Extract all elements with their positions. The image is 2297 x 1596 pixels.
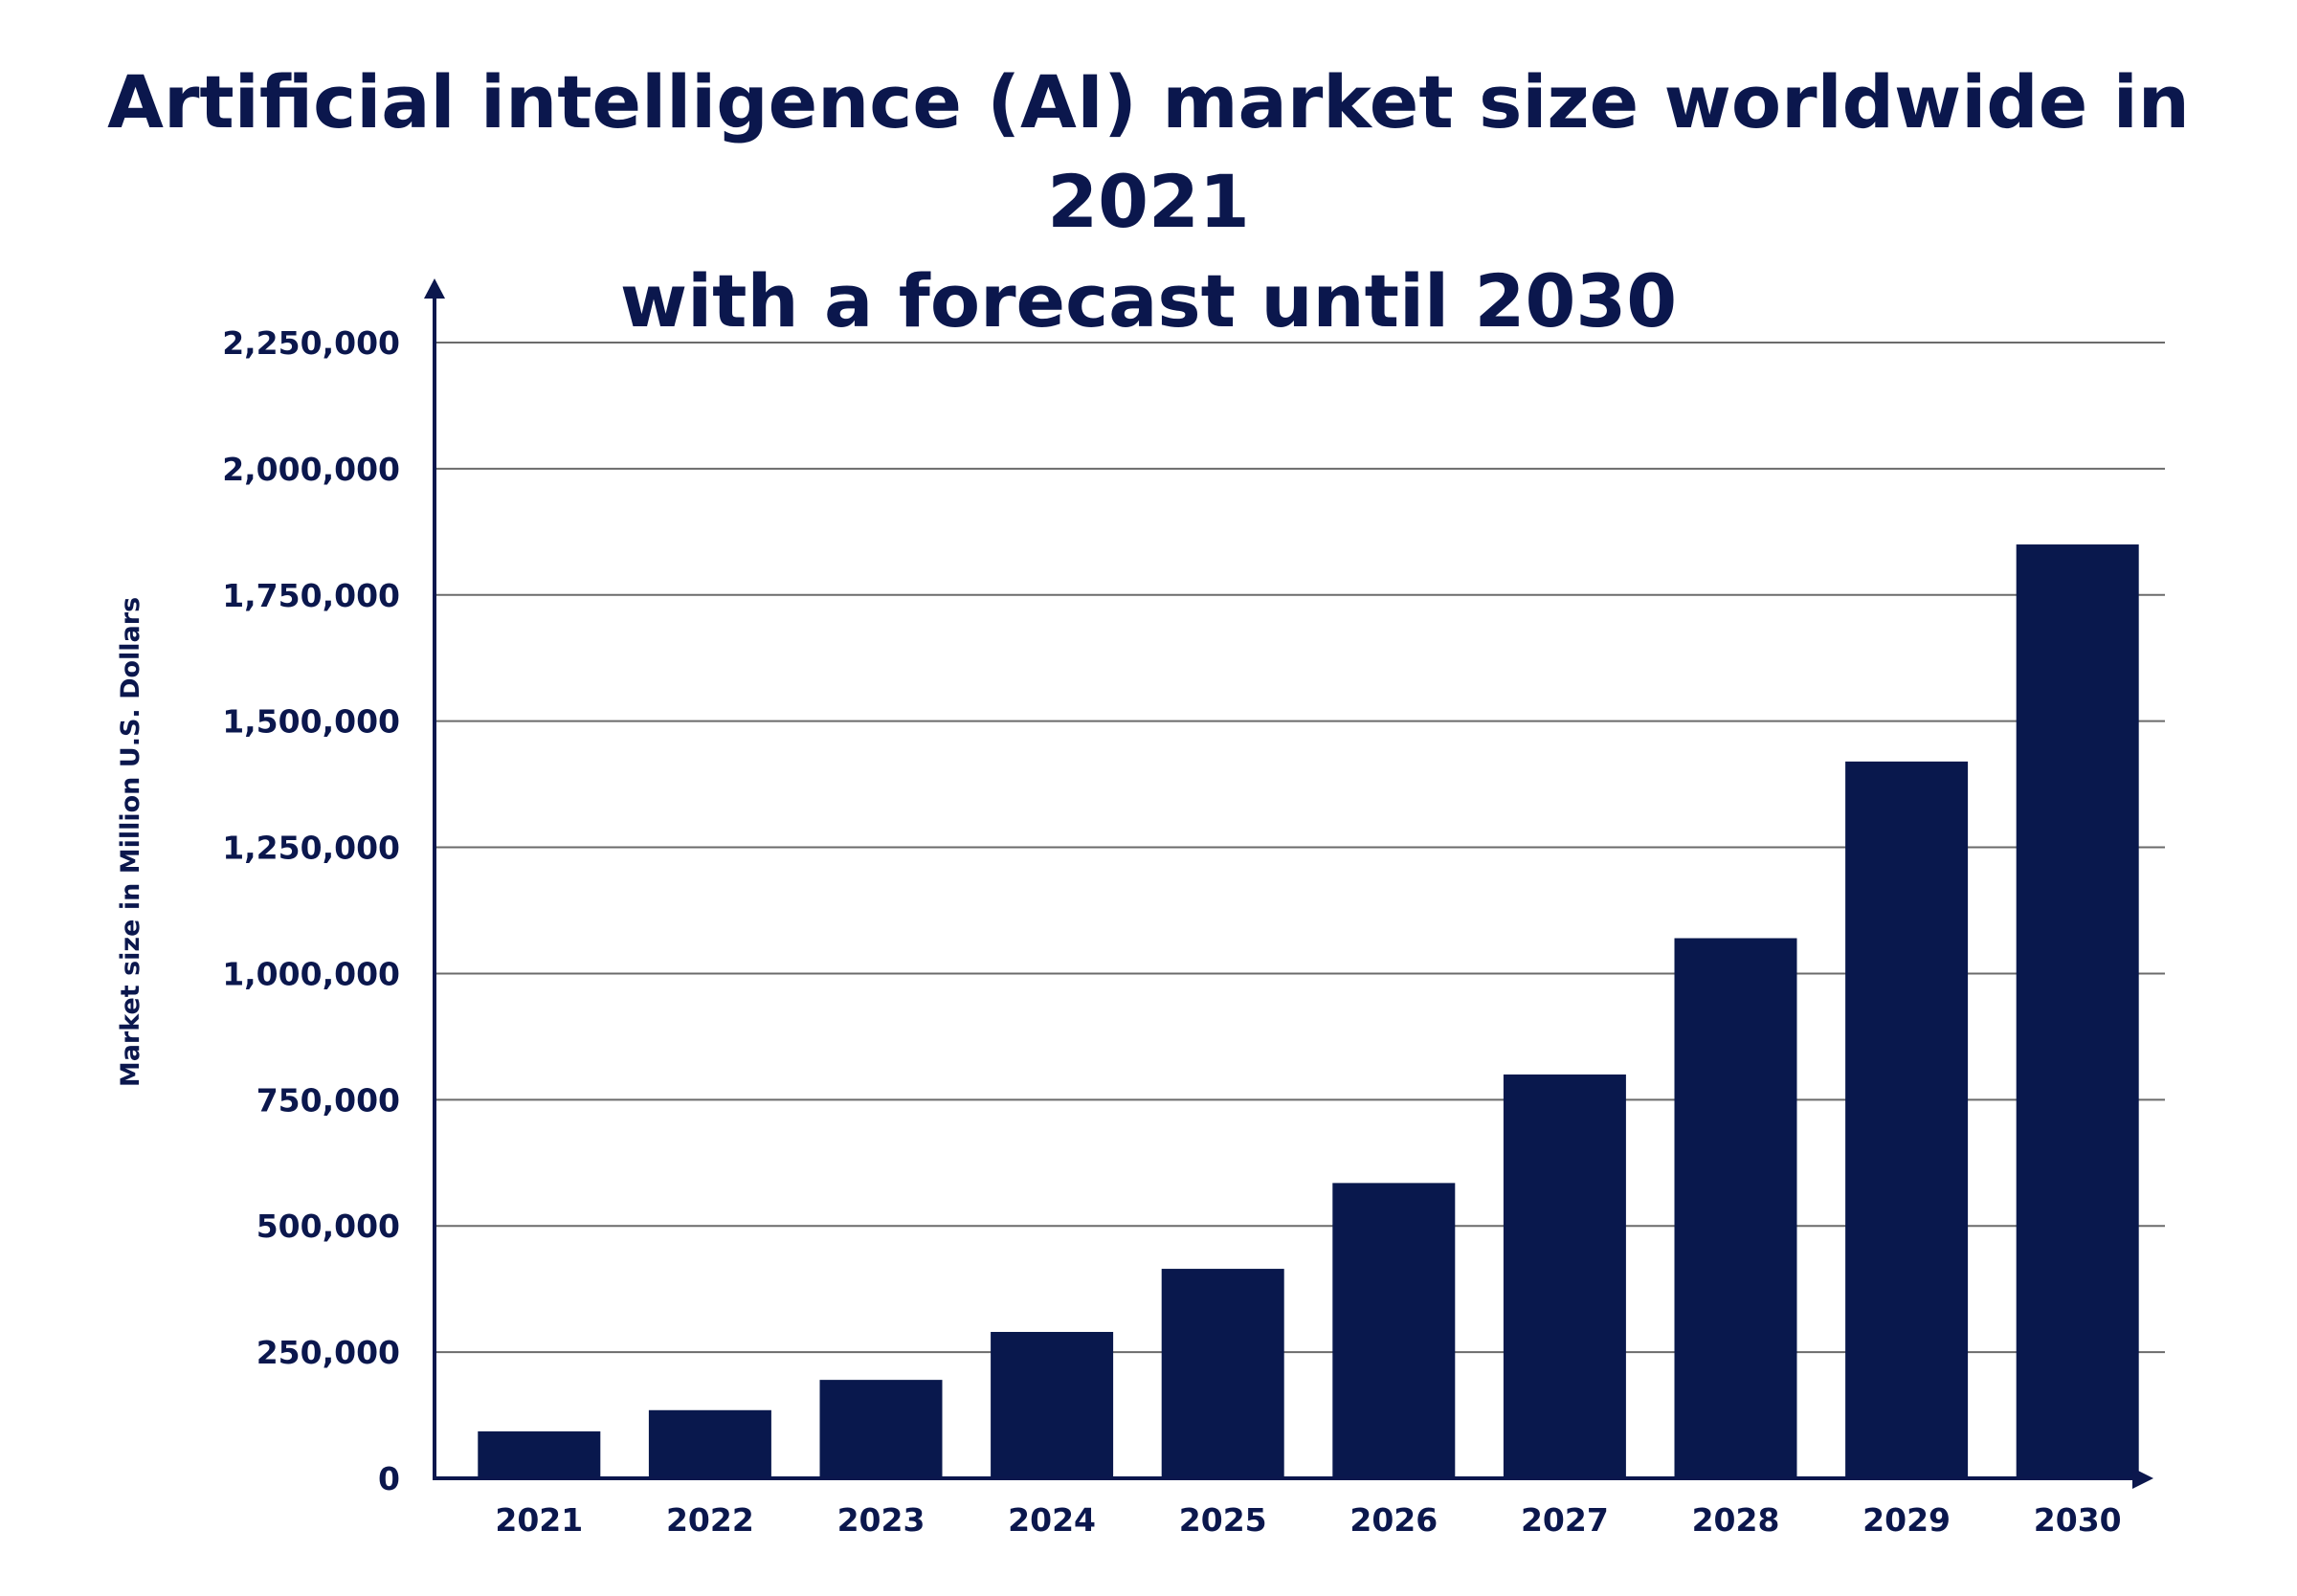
x-tick-label: 2023: [837, 1501, 925, 1539]
bar-2026: [1332, 1183, 1456, 1478]
x-tick-label: 2029: [1862, 1501, 1951, 1539]
y-axis-arrow: [424, 278, 445, 299]
y-tick-label: 1,000,000: [222, 955, 400, 992]
tick-labels: 0 250,000 500,000 750,000 1,000,000 1,250,000…: [222, 324, 2121, 1539]
chart-title: Artificial intelligence (AI) market size…: [0, 53, 2297, 351]
bar-2023: [819, 1380, 943, 1478]
y-tick-label: 1,500,000: [222, 703, 400, 741]
x-tick-label: 2026: [1349, 1501, 1438, 1539]
bar-2025: [1161, 1269, 1284, 1478]
x-tick-label: 2027: [1521, 1501, 1609, 1539]
bars: [478, 544, 2139, 1478]
y-axis-label: Market size in Million U.S. Dollars: [116, 597, 145, 1087]
x-tick-label: 2030: [2034, 1501, 2122, 1539]
y-tick-label: 0: [378, 1460, 400, 1497]
x-axis-arrow: [2132, 1468, 2153, 1489]
bar-2021: [478, 1430, 601, 1478]
bar-2027: [1503, 1074, 1626, 1478]
axes: [424, 278, 2153, 1489]
x-tick-label: 2022: [666, 1501, 754, 1539]
y-tick-label: 1,250,000: [222, 830, 400, 867]
bar-2029: [1845, 761, 1969, 1478]
y-tick-label: 250,000: [256, 1334, 400, 1371]
y-tick-label: 500,000: [256, 1208, 400, 1245]
chart-title-line-1: Artificial intelligence (AI) market size…: [107, 59, 2190, 244]
y-tick-label: 2,250,000: [222, 324, 400, 362]
y-tick-label: 1,750,000: [222, 577, 400, 614]
chart-title-line-2: with a forecast until 2030: [619, 258, 1678, 344]
bar-2022: [648, 1409, 771, 1478]
bar-2028: [1674, 938, 1797, 1478]
y-tick-label: 2,000,000: [222, 451, 400, 488]
y-tick-label: 750,000: [256, 1081, 400, 1119]
x-tick-label: 2021: [495, 1501, 583, 1539]
x-tick-label: 2028: [1692, 1501, 1780, 1539]
x-tick-label: 2025: [1179, 1501, 1267, 1539]
x-tick-label: 2024: [1008, 1501, 1096, 1539]
bar-2030: [2016, 544, 2139, 1478]
bar-2024: [991, 1332, 1114, 1478]
